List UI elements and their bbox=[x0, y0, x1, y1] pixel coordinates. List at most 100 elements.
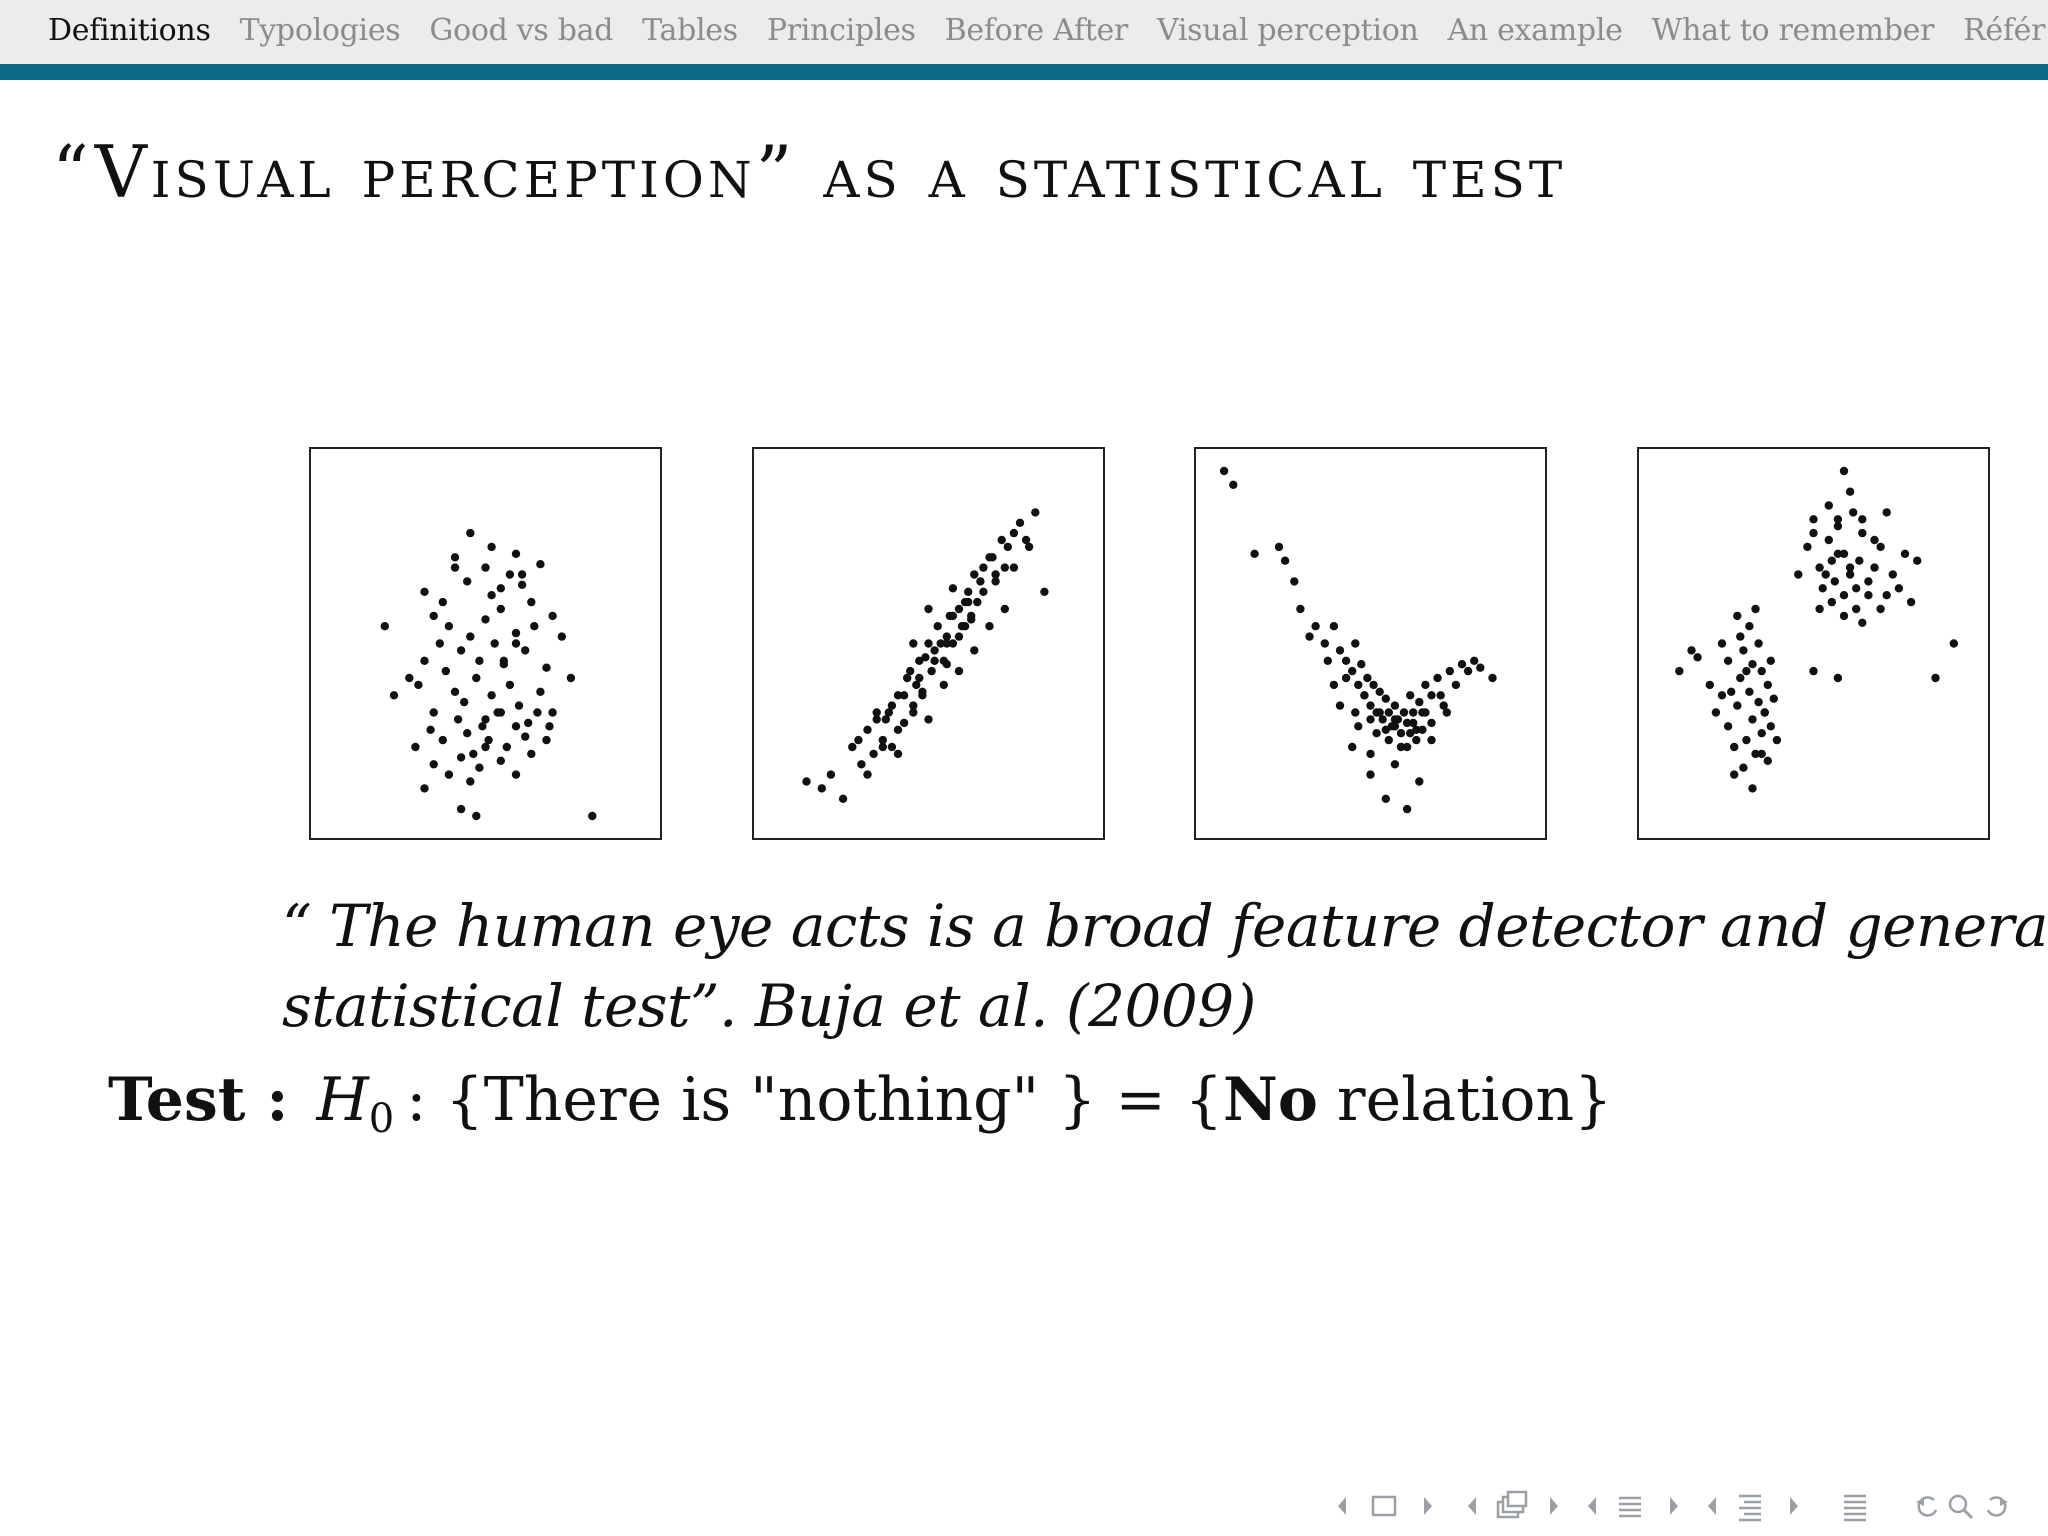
scatter-plot-2 bbox=[802, 508, 1049, 803]
scatter-point bbox=[429, 708, 438, 717]
scatter-point bbox=[1827, 597, 1836, 607]
test-label: Test : bbox=[108, 1065, 289, 1135]
hypothesis-text: : {There is "nothing" } = { bbox=[406, 1065, 1223, 1135]
scatter-point bbox=[536, 687, 545, 696]
nav-section-3[interactable]: Tables bbox=[642, 13, 738, 48]
scatter-point bbox=[1390, 722, 1400, 731]
scatter-point bbox=[1809, 528, 1818, 538]
scatter-point bbox=[475, 656, 484, 665]
scatter-point bbox=[1341, 656, 1351, 665]
scatter-point bbox=[1742, 735, 1751, 745]
hypothesis-test-line: Test : H0 : {There is "nothing" } = {No r… bbox=[108, 1060, 1612, 1159]
scatter-point bbox=[1754, 697, 1763, 707]
arrow-left-icon[interactable] bbox=[1580, 1488, 1612, 1524]
scatter-point bbox=[1723, 722, 1733, 731]
scatter-point bbox=[909, 639, 918, 648]
scatter-point bbox=[444, 622, 454, 631]
arrow-left-icon[interactable] bbox=[1700, 1488, 1732, 1524]
scatter-point bbox=[1009, 563, 1019, 572]
arrow-right-icon[interactable] bbox=[1416, 1488, 1448, 1524]
scatter-point bbox=[1463, 666, 1473, 676]
scatter-point bbox=[909, 701, 918, 710]
scatter-point bbox=[1727, 687, 1736, 696]
scatter-point bbox=[548, 708, 557, 717]
nav-section-9[interactable]: Référ bbox=[1963, 13, 2046, 48]
forward-icon[interactable] bbox=[1982, 1488, 2014, 1524]
subsection-icon[interactable] bbox=[1495, 1488, 1529, 1524]
scatter-point bbox=[1439, 701, 1448, 710]
scatter-point bbox=[1736, 673, 1745, 683]
scatter-point bbox=[1711, 708, 1721, 717]
scatter-point bbox=[1769, 694, 1778, 703]
nav-section-5[interactable]: Before After bbox=[944, 13, 1129, 48]
scatter-point bbox=[1390, 701, 1400, 710]
nav-section-2[interactable]: Good vs bad bbox=[429, 13, 614, 48]
scatter-point bbox=[411, 742, 420, 752]
scatter-point bbox=[466, 777, 475, 786]
nav-items: Definitions Typologies Good vs bad Tables Pr… bbox=[48, 6, 2048, 56]
scatter-point bbox=[496, 604, 505, 614]
scatter-point bbox=[1360, 691, 1369, 700]
arrow-right-icon[interactable] bbox=[1542, 1488, 1574, 1524]
scatter-point bbox=[924, 604, 933, 614]
subsection-list-icon[interactable] bbox=[1735, 1488, 1767, 1524]
scatter-point bbox=[869, 749, 878, 759]
nav-section-0[interactable]: Definitions bbox=[48, 13, 211, 48]
scatter-point bbox=[1421, 708, 1430, 717]
frame-icon[interactable] bbox=[1370, 1488, 1402, 1524]
arrow-right-icon[interactable] bbox=[1782, 1488, 1814, 1524]
scatter-point bbox=[1348, 742, 1357, 752]
scatter-point bbox=[1845, 563, 1855, 572]
scatter-point bbox=[453, 715, 463, 724]
scatter-point bbox=[997, 535, 1006, 545]
scatter-point bbox=[1894, 584, 1904, 593]
scatter-point bbox=[1757, 729, 1766, 738]
scatter-point bbox=[1009, 528, 1019, 538]
back-icon[interactable] bbox=[1910, 1488, 1942, 1524]
nav-section-7[interactable]: An example bbox=[1447, 13, 1623, 48]
nav-section-6[interactable]: Visual perception bbox=[1157, 13, 1419, 48]
scatter-point bbox=[1436, 691, 1445, 700]
scatter-point bbox=[1427, 735, 1436, 745]
section-icon[interactable] bbox=[1615, 1488, 1647, 1524]
arrow-left-icon[interactable] bbox=[1330, 1488, 1362, 1524]
scatter-point bbox=[481, 742, 490, 752]
scatter-point bbox=[527, 597, 536, 607]
scatter-point bbox=[1730, 742, 1739, 752]
scatter-point bbox=[505, 570, 515, 579]
scatter-point bbox=[1351, 708, 1360, 717]
nav-section-8[interactable]: What to remember bbox=[1651, 13, 1935, 48]
scatter-point bbox=[444, 770, 454, 779]
scatter-point bbox=[979, 563, 988, 572]
scatter-point bbox=[948, 639, 958, 648]
scatter-point bbox=[1754, 639, 1763, 648]
nav-section-4[interactable]: Principles bbox=[766, 13, 916, 48]
search-icon[interactable] bbox=[1944, 1488, 1976, 1524]
scatter-point bbox=[918, 687, 927, 696]
scatter-point bbox=[487, 542, 496, 552]
scatter-point bbox=[511, 628, 521, 638]
scatter-point bbox=[496, 708, 505, 717]
scatter-point bbox=[1730, 770, 1739, 779]
scatter-point bbox=[1442, 708, 1451, 717]
scatter-point bbox=[967, 615, 976, 624]
scatter-point bbox=[517, 580, 527, 589]
arrow-left-icon[interactable] bbox=[1460, 1488, 1492, 1524]
scatter-point bbox=[1757, 749, 1766, 759]
scatter-point bbox=[1323, 656, 1332, 665]
scatter-point bbox=[438, 597, 447, 607]
scatter-point bbox=[517, 570, 527, 579]
scatter-point bbox=[505, 680, 515, 690]
scatter-point bbox=[921, 653, 930, 662]
arrow-right-icon[interactable] bbox=[1662, 1488, 1694, 1524]
nav-section-1[interactable]: Typologies bbox=[239, 13, 401, 48]
scatter-point bbox=[499, 656, 508, 665]
toc-icon[interactable] bbox=[1840, 1488, 1872, 1524]
scatter-point bbox=[527, 749, 536, 759]
scatter-point bbox=[1833, 673, 1843, 683]
scatter-point bbox=[380, 622, 389, 631]
scatter-point bbox=[1736, 632, 1745, 641]
scatter-point bbox=[1390, 760, 1400, 769]
scatter-point bbox=[456, 646, 466, 655]
scatter-point bbox=[957, 622, 967, 631]
